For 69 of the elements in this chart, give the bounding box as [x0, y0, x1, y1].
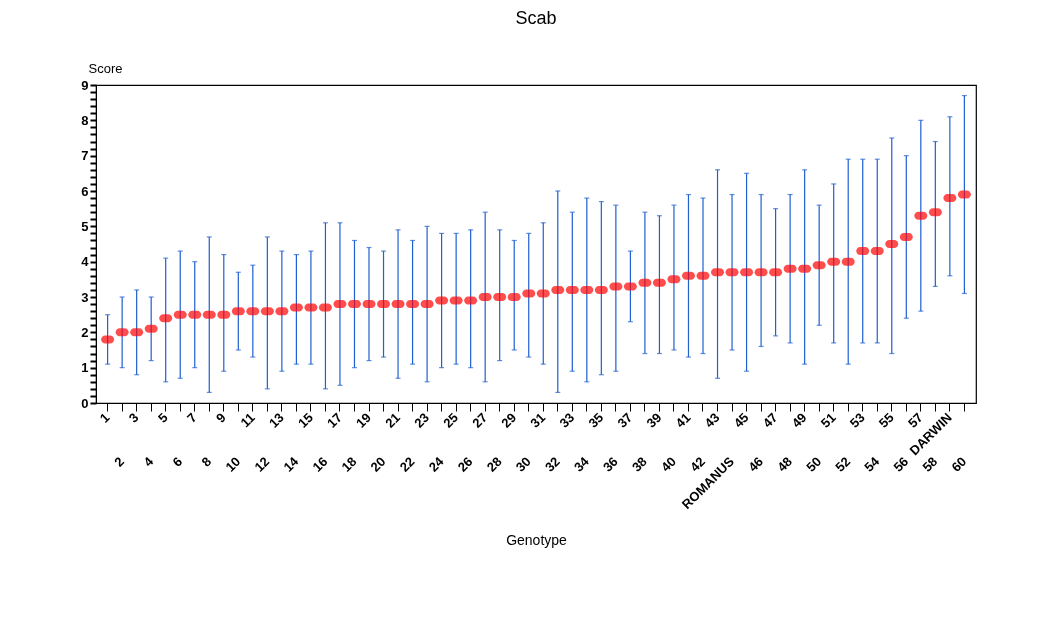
x-tick-label: 52	[832, 453, 854, 475]
y-axis-title: Score	[88, 60, 123, 76]
y-tick-label: 7	[81, 148, 89, 164]
x-tick-label: 39	[643, 409, 665, 431]
x-tick-label: 11	[237, 409, 258, 431]
x-tick-label: 22	[396, 453, 418, 475]
x-tick-label: 20	[367, 453, 389, 475]
y-tick-label: 5	[81, 218, 89, 234]
x-tick-label: 2	[111, 453, 128, 470]
x-tick-label: 29	[498, 409, 520, 431]
x-tick-label: 28	[483, 453, 505, 475]
x-tick-label: 35	[585, 409, 607, 431]
x-tick-label: 38	[629, 453, 650, 475]
x-tick-label: 6	[169, 453, 186, 470]
x-tick-label: 17	[324, 409, 345, 431]
x-tick-label: 55	[875, 409, 897, 431]
x-tick-label: 5	[154, 409, 171, 426]
x-tick-label: 32	[541, 453, 563, 475]
x-tick-label: 18	[338, 453, 360, 475]
y-tick-label: 9	[81, 77, 89, 93]
x-tick-label: 9	[213, 409, 229, 426]
x-tick-label: 30	[512, 453, 534, 475]
x-tick-label: 12	[251, 453, 273, 475]
x-tick-label: 1	[96, 409, 113, 426]
y-tick-label: 2	[81, 324, 89, 340]
x-tick-label: 31	[527, 409, 549, 431]
x-tick-label: 53	[846, 409, 868, 431]
y-tick-label: 1	[81, 360, 89, 376]
x-tick-label: 16	[309, 453, 331, 475]
x-tick-label: 48	[774, 453, 796, 475]
x-tick-label: 43	[701, 409, 723, 431]
x-tick-label: 7	[183, 409, 200, 426]
y-tick-label: 3	[81, 289, 89, 305]
x-tick-label: 60	[948, 453, 970, 475]
x-tick-label: 49	[788, 409, 810, 431]
x-tick-label: 24	[425, 453, 448, 475]
x-tick-label: 25	[440, 409, 462, 431]
x-tick-label: 41	[672, 409, 694, 431]
x-tick-label: 51	[817, 409, 839, 431]
x-tick-label: 14	[280, 453, 302, 475]
x-tick-label: 36	[599, 453, 621, 475]
x-tick-label: 3	[125, 409, 142, 426]
x-tick-label: 58	[919, 453, 941, 475]
x-tick-label: 10	[222, 453, 244, 475]
x-tick-label: 13	[265, 409, 287, 431]
y-tick-label: 0	[81, 395, 89, 411]
x-tick-label: 34	[570, 453, 593, 475]
x-tick-label: 45	[730, 409, 752, 431]
x-tick-label: 54	[861, 453, 883, 475]
x-tick-label: 8	[198, 453, 215, 470]
x-tick-label: 21	[382, 409, 403, 431]
x-tick-label: 23	[411, 409, 433, 431]
x-tick-label: 50	[803, 453, 825, 475]
x-tick-label: 56	[890, 453, 912, 475]
x-tick-label: 40	[658, 453, 679, 475]
y-tick-label: 8	[81, 112, 89, 128]
x-tick-label: 19	[353, 409, 374, 431]
y-tick-label: 6	[81, 183, 89, 199]
x-tick-label: 47	[759, 409, 781, 431]
x-tick-label: 37	[614, 409, 636, 431]
x-axis-title: Genotype	[506, 531, 568, 548]
x-tick-label: 33	[556, 409, 578, 431]
x-tick-label: 46	[745, 453, 767, 475]
x-tick-label: 15	[295, 409, 316, 431]
x-tick-label: 4	[140, 453, 157, 470]
y-tick-label: 4	[81, 254, 90, 270]
x-tick-label: 26	[454, 453, 476, 475]
x-tick-label: 27	[469, 409, 491, 431]
chart-title: Scab	[515, 8, 557, 28]
